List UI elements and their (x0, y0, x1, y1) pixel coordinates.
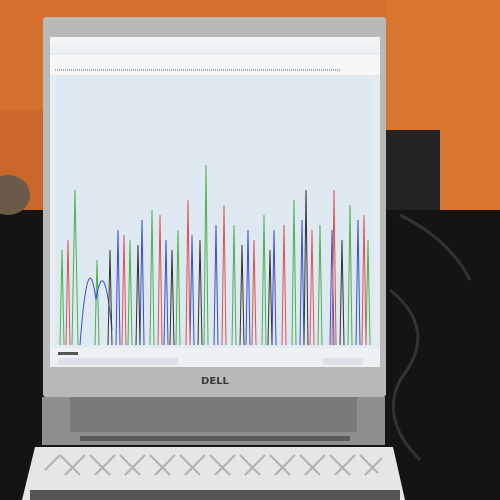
keys (30, 490, 400, 500)
menu-bar (50, 45, 380, 53)
monitor-back (385, 130, 440, 215)
trace-c (79, 219, 361, 346)
speaker-grille (44, 454, 383, 476)
title-bar (50, 37, 380, 45)
bottom-field (323, 358, 363, 365)
trace-a (59, 164, 371, 346)
cable (389, 213, 472, 462)
object-left (0, 175, 30, 215)
trace-peaks (59, 164, 371, 346)
bottom-buttons (58, 358, 178, 365)
trace-g (107, 189, 345, 346)
vent (80, 436, 350, 441)
scrollbar (58, 352, 78, 355)
hinge-inner (70, 397, 357, 432)
trace-t (65, 189, 367, 346)
logo: DELL (201, 376, 230, 387)
sequence-bar (50, 55, 380, 75)
keyboard-deck (22, 447, 405, 500)
